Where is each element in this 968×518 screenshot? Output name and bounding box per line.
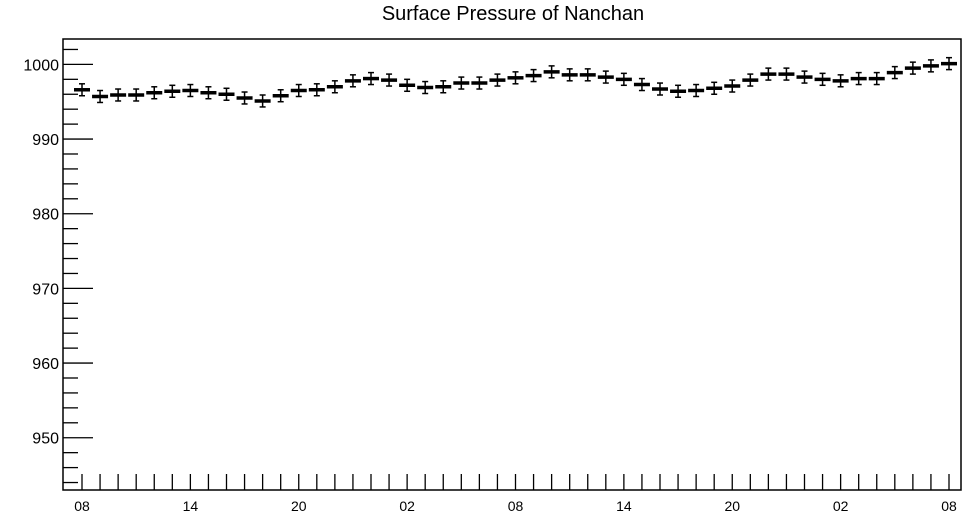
x-tick-label: 14 <box>183 498 199 514</box>
data-point <box>236 91 253 105</box>
chart-title: Surface Pressure of Nanchan <box>381 3 645 25</box>
data-point <box>326 80 343 94</box>
data-point <box>92 89 109 104</box>
data-point <box>886 65 903 80</box>
data-point <box>218 87 235 101</box>
data-point <box>471 76 488 90</box>
x-tick-label: 20 <box>291 498 307 514</box>
data-point <box>543 65 560 79</box>
y-tick-label: 970 <box>32 281 59 298</box>
data-point <box>868 71 885 86</box>
plot-frame-rect <box>62 38 962 491</box>
data-point <box>272 89 289 103</box>
data-point <box>507 71 524 85</box>
data-point <box>254 94 271 108</box>
data-point <box>363 71 379 86</box>
x-tick-label: 20 <box>724 498 740 514</box>
data-series <box>74 56 957 108</box>
data-point <box>850 71 867 86</box>
data-point <box>742 73 759 87</box>
x-tick-label: 02 <box>833 498 849 514</box>
plot-frame <box>62 38 962 491</box>
y-tick-label: 1000 <box>23 57 59 74</box>
data-point <box>760 67 777 81</box>
x-tick-label: 02 <box>399 498 415 514</box>
data-point <box>796 70 813 84</box>
data-point <box>706 81 723 96</box>
data-point <box>633 77 650 92</box>
y-tick-label: 960 <box>32 356 59 373</box>
data-point <box>308 83 325 97</box>
data-point <box>941 56 957 71</box>
data-point <box>381 73 398 87</box>
data-point <box>778 67 795 81</box>
data-point <box>344 74 361 88</box>
data-point <box>579 68 596 82</box>
data-point <box>74 83 90 97</box>
data-point <box>146 86 163 100</box>
data-point <box>561 68 578 82</box>
data-point <box>417 80 434 95</box>
y-tick-label: 980 <box>32 207 59 224</box>
data-point <box>814 72 831 87</box>
data-point <box>182 83 199 98</box>
data-point <box>290 83 307 98</box>
data-point <box>832 74 849 88</box>
x-axis: 08 14 20 02 08 14 20 02 08 <box>74 474 957 514</box>
data-point <box>615 72 632 87</box>
x-tick-label: 08 <box>508 498 524 514</box>
data-point <box>724 79 741 93</box>
data-point <box>164 84 181 98</box>
data-point <box>597 70 614 84</box>
x-tick-label: 08 <box>941 498 957 514</box>
data-point <box>489 73 506 87</box>
data-point <box>652 82 668 96</box>
data-point <box>904 61 921 75</box>
data-point <box>435 80 452 94</box>
y-axis: 1000 990 980 970 960 950 <box>23 48 93 484</box>
data-point <box>128 88 145 102</box>
data-point <box>200 86 217 100</box>
data-point <box>453 76 470 90</box>
y-tick-label: 990 <box>32 132 59 149</box>
data-point <box>922 59 939 73</box>
y-tick-label: 950 <box>32 431 59 448</box>
data-point <box>399 78 416 93</box>
x-tick-label: 14 <box>616 498 632 514</box>
data-point <box>525 68 542 83</box>
data-point <box>670 84 687 98</box>
data-point <box>110 88 127 102</box>
x-tick-label: 08 <box>74 498 90 514</box>
data-point <box>688 83 705 98</box>
